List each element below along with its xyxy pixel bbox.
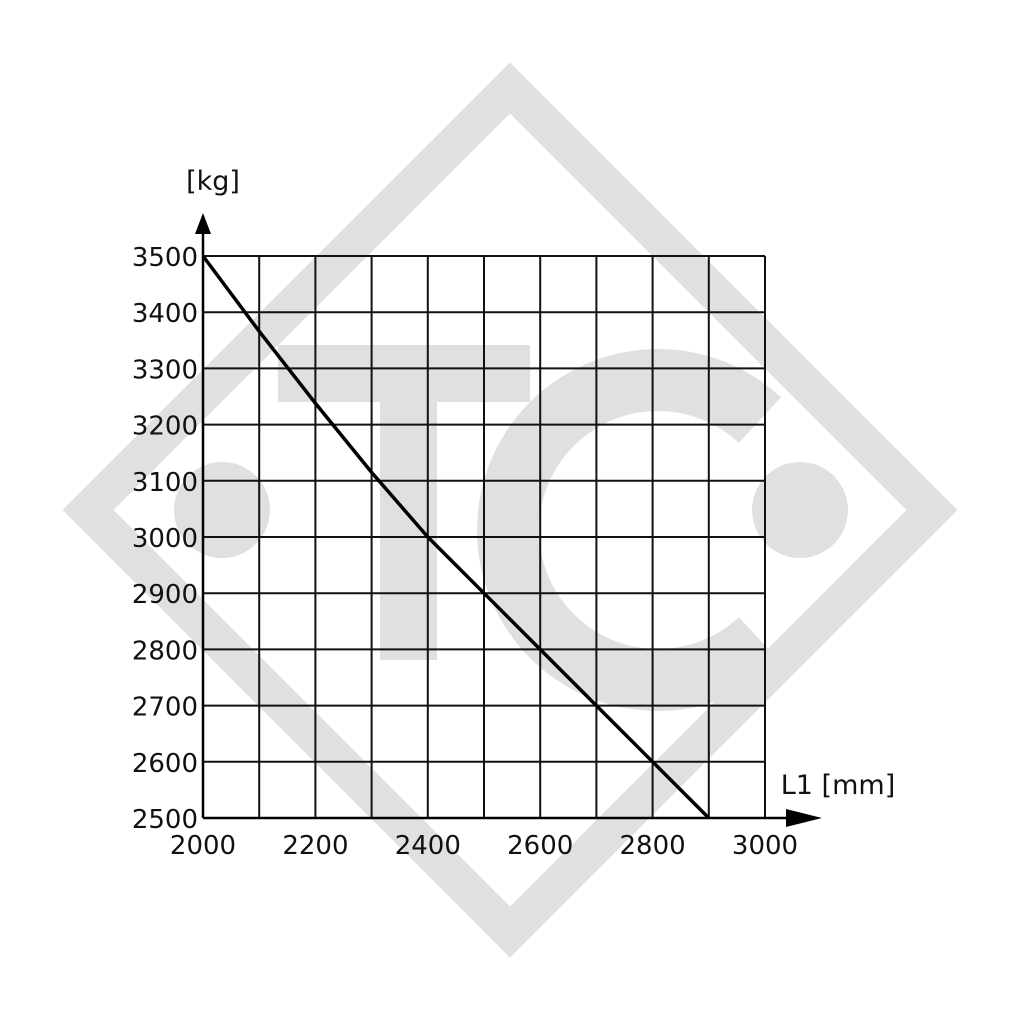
grid (202, 255, 766, 819)
watermark-dot-left (174, 462, 270, 558)
x-tick-label: 2800 (620, 831, 686, 861)
x-tick-label: 2400 (395, 831, 461, 861)
watermark-dot-right (752, 462, 848, 558)
series (201, 254, 711, 820)
y-tick-label: 2700 (132, 693, 198, 723)
x-tick-label: 3000 (732, 831, 798, 861)
axes (195, 213, 822, 827)
watermark-logo (62, 62, 958, 958)
watermark-letter-t (278, 345, 530, 660)
y-tick-label: 2800 (132, 636, 198, 666)
x-axis-label: L1 [mm] (781, 770, 895, 801)
x-tick-label: 2000 (170, 831, 236, 861)
watermark-letter-c (477, 349, 782, 711)
x-tick-label: 2200 (282, 831, 348, 861)
y-tick-label: 2900 (132, 580, 198, 610)
y-tick-label: 3500 (132, 243, 198, 273)
x-tick-label: 2600 (507, 831, 573, 861)
x-axis-arrow-icon (786, 809, 822, 827)
y-tick-label: 3000 (132, 524, 198, 554)
y-tick-label: 3200 (132, 412, 198, 442)
series-line (201, 254, 711, 820)
y-tick-label: 3300 (132, 355, 198, 385)
y-axis-arrow-icon (195, 213, 211, 234)
y-tick-label: 3400 (132, 299, 198, 329)
y-tick-label: 2600 (132, 749, 198, 779)
y-tick-label: 2500 (132, 805, 198, 835)
tick-labels: 2000 2200 2400 2600 2800 3000 2500 2600 2700 2800… (132, 243, 798, 861)
y-axis-label: [kg] (186, 166, 240, 197)
y-tick-label: 3100 (132, 468, 198, 498)
